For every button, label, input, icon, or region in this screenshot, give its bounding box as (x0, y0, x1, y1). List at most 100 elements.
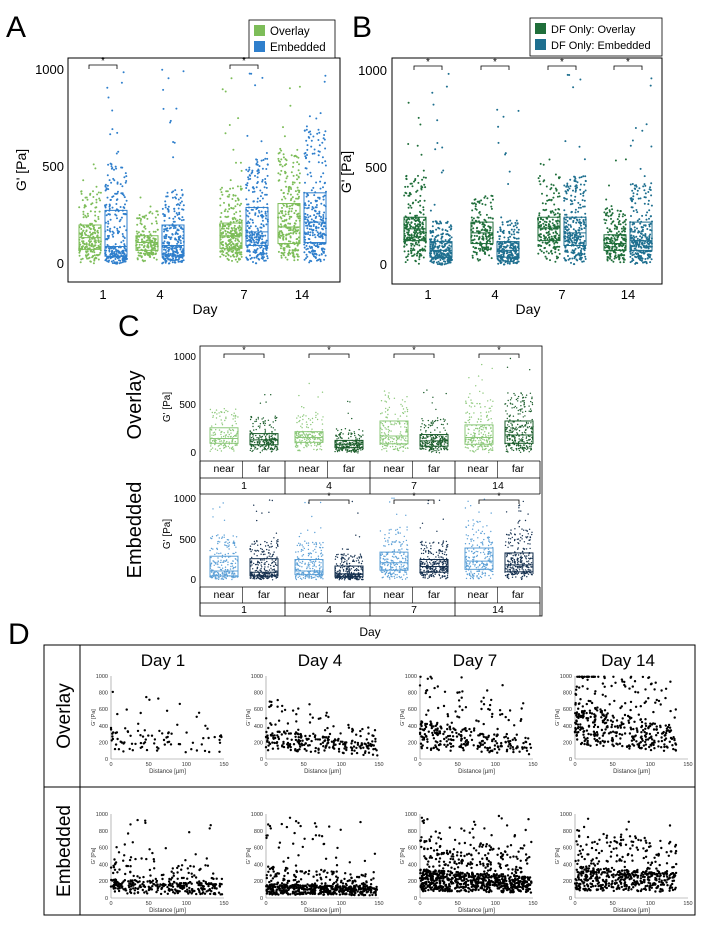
panel-b-series-0-day-1-point (417, 116, 420, 119)
panel-a-series-1-day-7-point (250, 208, 253, 211)
c-overlay-far-day-1-point (263, 441, 265, 444)
c-overlay-far-day-1-point (268, 437, 271, 439)
panel-b-series-1-day-4-point (516, 222, 519, 225)
panel-b-series-1-day-7-point (577, 221, 580, 224)
panel-a-series-1-day-7-point (265, 193, 268, 196)
panel-a-series-0-day-7-point (235, 252, 238, 255)
panel-b-series-1-day-4-point (514, 221, 517, 224)
panel-b-series-1-day-7-point (569, 224, 572, 227)
c-overlay-far-day-1-point (251, 431, 253, 434)
panel-b-series-0-day-7-point (539, 233, 542, 236)
c-overlay-far-day-1-point (264, 448, 266, 451)
panel-b-series-0-day-14-point (622, 250, 625, 253)
panel-b-series-1-day-4-point (513, 258, 516, 260)
panel-b-series-1-day-14-point (639, 235, 642, 238)
panel-a-series-0-day-1-point (93, 237, 96, 240)
panel-b-series-0-day-1-point (410, 206, 413, 209)
panel-a-series-1-day-7-point (256, 163, 259, 166)
panel-a-series-0-day-1-point (94, 167, 97, 170)
panel-a-series-1-day-14-point (309, 171, 312, 174)
panel-b-series-0-day-7-point (554, 208, 557, 211)
c-overlay-near-day-1-point (225, 409, 227, 412)
panel-a-series-1-day-14-point (311, 206, 314, 208)
panel-a-series-1-day-4-point (175, 250, 178, 253)
panel-a-series-0-day-7-point (224, 208, 227, 211)
panel-a-series-1-day-1-point (122, 239, 125, 242)
panel-a-series-0-day-7-point (237, 239, 239, 242)
panel-a-series-0-day-7-point (237, 117, 240, 120)
panel-a-series-0-day-14-point (278, 212, 281, 215)
c-overlay-far-day-4-point (357, 434, 360, 436)
panel-a-series-0-day-7-point (234, 244, 237, 247)
panel-a-series-0-day-14-point (293, 200, 296, 203)
panel-a-series-0-day-1-point (82, 216, 85, 219)
panel-a-series-0-day-14-point (296, 197, 299, 200)
panel-a-series-1-day-14-point (309, 234, 312, 237)
c-overlay-far-day-1-point (270, 447, 272, 449)
panel-b-series-1-day-1-point (432, 103, 435, 106)
panel-a-series-1-day-14-point (317, 154, 320, 157)
panel-a-series-0-day-1-point (79, 249, 81, 252)
panel-a-series-0-day-7-point (239, 185, 242, 188)
panel-b-series-1-day-1-point (429, 209, 432, 212)
panel-a-series-1-day-1-point (104, 189, 107, 192)
panel-a-series-0-day-1-point (97, 244, 100, 247)
c-overlay-far-day-4-point (351, 441, 353, 444)
panel-a-xtick-1: 1 (99, 287, 106, 302)
c-overlay-near-day-4 (294, 382, 324, 452)
panel-a-series-1-day-4-point (177, 236, 180, 239)
panel-b-series-1-day-4-point (503, 250, 506, 253)
panel-a-series-0-day-4-point (143, 215, 146, 218)
panel-b-series-0-day-4-point (485, 243, 488, 246)
panel-b-series-1-day-7-point (578, 176, 581, 179)
c-overlay-near-day-4-point (307, 444, 310, 446)
panel-b-series-0-day-7-point (542, 163, 545, 166)
panel-b-series-1-day-1-point (440, 252, 443, 255)
panel-a-series-0-day-7-point (229, 179, 232, 182)
panel-a-series-1-day-1-point (111, 206, 114, 209)
panel-a-series-0-day-14-point (282, 237, 285, 240)
panel-b-series-0-day-1-point (404, 241, 406, 244)
panel-b-series-0-day-1-point (405, 221, 408, 224)
panel-b-series-0-day-4-point (491, 195, 494, 197)
c-overlay-far-day-1-point (264, 422, 266, 425)
panel-b-series-0-day-14-point (620, 254, 623, 257)
c-overlay-near-day-1-point (215, 417, 218, 419)
panel-b-series-0-day-1-point (416, 144, 419, 147)
panel-b-series-0-day-14-point (622, 213, 625, 216)
panel-b-series-1-day-14-point (636, 211, 639, 214)
panel-a-series-1-day-1-point (116, 217, 118, 220)
c-overlay-near-day-4-point (315, 411, 317, 414)
panel-a-series-1-day-14-point (311, 252, 314, 255)
panel-a-series-1-day-7-point (255, 186, 258, 189)
panel-b-series-1-day-14-point (636, 193, 639, 196)
panel-a-series-0-day-7-point (226, 223, 229, 226)
panel-a-series-0-day-1-point (95, 241, 97, 244)
panel-b-series-0-day-14-point (615, 232, 618, 235)
panel-b-series-1-day-14-point (637, 197, 640, 200)
c-overlay-far-day-1-point (254, 420, 256, 423)
panel-a-series-0-day-1-point (86, 225, 88, 228)
c-overlay-far-day-1-point (265, 401, 267, 403)
panel-b-sig-2-star: * (560, 57, 564, 68)
c-overlay-far-day-1-point (254, 441, 256, 444)
panel-b-series-0-day-4-point (479, 248, 482, 250)
panel-a-series-1-day-7-point (254, 212, 257, 215)
panel-a-series-0-day-14-point (291, 207, 294, 210)
panel-a-series-0-day-14-point (285, 185, 288, 188)
panel-b-series-1-day-7-point (578, 254, 581, 257)
panel-a-series-0-day-7-point (222, 227, 225, 230)
c-overlay-far-day-1-point (252, 436, 254, 438)
panel-a-series-0-day-1-point (92, 262, 95, 265)
panel-a-series-1-day-1-point (109, 257, 112, 260)
panel-b-series-0-day-1-point (407, 231, 410, 234)
panel-b-series-1-day-7-point (574, 242, 577, 245)
panel-a-series-1-day-7-point (257, 257, 260, 260)
panel-a-series-0-day-1-point (94, 239, 97, 242)
panel-b-series-0-day-14-point (610, 222, 613, 225)
panel-b-series-1-day-14-point (647, 199, 650, 202)
panel-b-series-0-day-7-point (550, 199, 553, 202)
panel-a-series-0-day-7-point (219, 204, 222, 207)
panel-a-series-0-day-14-point (280, 158, 283, 161)
panel-b-series-1-day-7-point (577, 201, 580, 204)
